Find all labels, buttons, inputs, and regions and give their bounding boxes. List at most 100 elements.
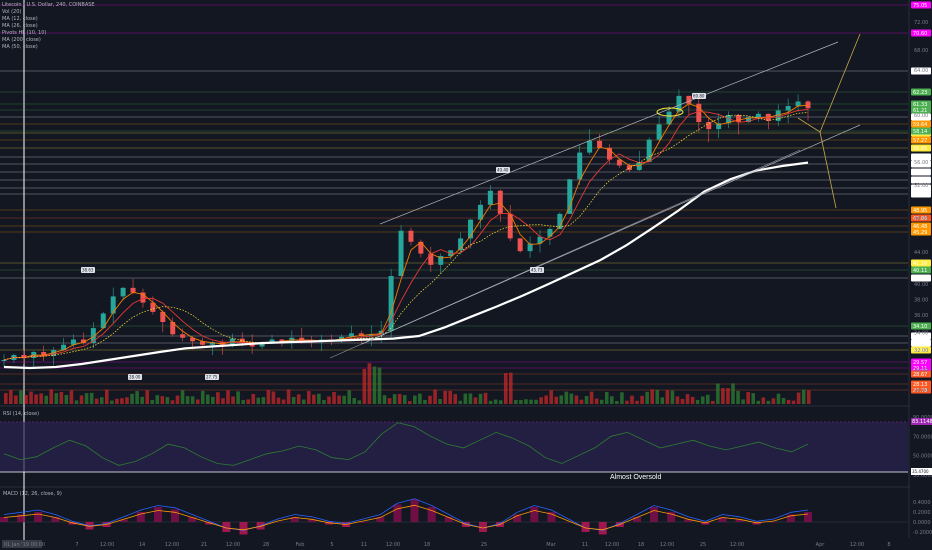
price-level-tag: 34.10 (911, 322, 931, 330)
price-level-tag: 62.23 (911, 88, 931, 96)
candle-body (468, 219, 474, 239)
legend-ma50[interactable]: MA (50, close) (2, 44, 38, 50)
volume-bar (362, 368, 367, 404)
price-tag-label: 51.06 (913, 186, 927, 192)
candle-body (597, 140, 603, 148)
price-level-tag: 27.78 (911, 386, 931, 394)
volume-bar (216, 392, 220, 404)
price-tag-label: 70.60 (913, 31, 927, 37)
macd-histogram-bar (444, 517, 453, 522)
macd-histogram-bar (34, 512, 43, 522)
volume-bar (120, 398, 124, 404)
rsi-band-label: Almost Oversold (610, 474, 661, 481)
time-axis-tick: 14 (139, 542, 145, 548)
legend-pivots[interactable]: Pivots HL (10, 10) (2, 30, 47, 36)
price-tag-label: 61.33 (913, 102, 927, 108)
macd-histogram-bar (769, 522, 778, 523)
symbol-title[interactable]: Litecoin / U.S. Dollar, 240, COINBASE (2, 2, 95, 8)
price-tag-label: 46.48 (913, 224, 927, 230)
price-tag-box (911, 168, 931, 176)
pivot-label: 69.80 (692, 93, 706, 99)
price-candle (696, 97, 702, 133)
volume-bar (594, 398, 599, 404)
pivot-label-box (530, 267, 544, 273)
volume-bar (271, 391, 276, 404)
volume-bar (791, 400, 796, 404)
macd-histogram-bar (410, 499, 419, 522)
price-tag-label: 28.13 (913, 382, 927, 388)
volume-bar (175, 395, 180, 404)
macd-histogram-bar (393, 504, 402, 522)
price-candle (745, 116, 751, 124)
price-tag-box (911, 144, 931, 152)
price-tag-label: 59.64 (913, 122, 927, 128)
price-tag-label: 32.95 (913, 341, 927, 347)
pivot-label-text: 28.00 (129, 375, 141, 380)
macd-line (3, 498, 809, 531)
volume-bar (322, 399, 326, 404)
legend-ma26[interactable]: MA (26, close) (2, 23, 38, 29)
price-candle (726, 111, 732, 129)
volume-bar (468, 393, 473, 404)
candle-body (190, 337, 196, 342)
volume-bar (574, 395, 579, 404)
volume-bar (700, 396, 705, 404)
rsi-axis-tick: 70.0000 (913, 434, 932, 440)
time-axis-tick: Mar (546, 542, 556, 548)
legend-volume[interactable]: Vol (20) (2, 9, 22, 15)
candle-body (686, 95, 692, 104)
price-tag-label: 41.16 (913, 261, 927, 267)
macd-histogram-bar (188, 517, 197, 522)
candle-body (458, 238, 464, 251)
price-tag-label: 68.26 (913, 69, 927, 75)
volume-bar (34, 394, 38, 404)
candle-body (716, 123, 722, 130)
price-level-tag: 68.26 (911, 67, 931, 75)
volume-bar (579, 399, 584, 404)
volume-bar (756, 400, 761, 404)
volume-bar (135, 391, 139, 404)
price-level-tag: 28.13 (911, 380, 931, 388)
price-level-tag: 39.10 (911, 274, 931, 282)
price-candle (497, 189, 503, 222)
candle-body (775, 110, 781, 121)
volume-bar (483, 392, 488, 404)
macd-histogram-bar (325, 522, 334, 525)
macd-histogram-bar (51, 517, 60, 522)
candle-body (547, 229, 553, 237)
price-candle (150, 296, 156, 315)
price-tag-box (911, 160, 931, 168)
price-candle (507, 205, 513, 242)
legend-ma200[interactable]: MA (200, close) (2, 37, 41, 43)
candle-body (388, 276, 394, 331)
volume-bar (130, 393, 134, 404)
price-tag-label: 29.57 (913, 360, 927, 366)
volume-bar (438, 398, 442, 404)
volume-bar (599, 399, 604, 404)
price-tag-label: 55.18 (913, 162, 927, 168)
candle-body (438, 256, 444, 265)
price-level-tag: 75.05 (911, 1, 931, 9)
candle-body (795, 101, 801, 106)
volume-bar (423, 399, 427, 404)
volume-bar (670, 390, 675, 404)
volume-bar (524, 399, 528, 404)
candle-body (745, 117, 751, 123)
candle-body (378, 330, 384, 335)
volume-bar (665, 390, 670, 404)
price-tag-box (911, 214, 931, 222)
volume-bar (559, 395, 564, 404)
macd-title[interactable]: MACD (12, 26, close, 9) (3, 491, 62, 497)
price-tag-box (911, 106, 931, 114)
price-tag-box (911, 120, 931, 128)
macd-histogram-bar (598, 522, 607, 535)
price-level-tag: 45.29 (911, 228, 931, 236)
volume-bar (736, 390, 740, 404)
price-tag-box (911, 380, 931, 388)
legend-ma12[interactable]: MA (12, close) (2, 16, 38, 22)
rsi-title[interactable]: RSI (14, close) (3, 411, 40, 417)
price-level-tag: 70.60 (911, 29, 931, 37)
candle-body (80, 339, 86, 343)
time-axis-tick: 12:00 (660, 542, 674, 548)
